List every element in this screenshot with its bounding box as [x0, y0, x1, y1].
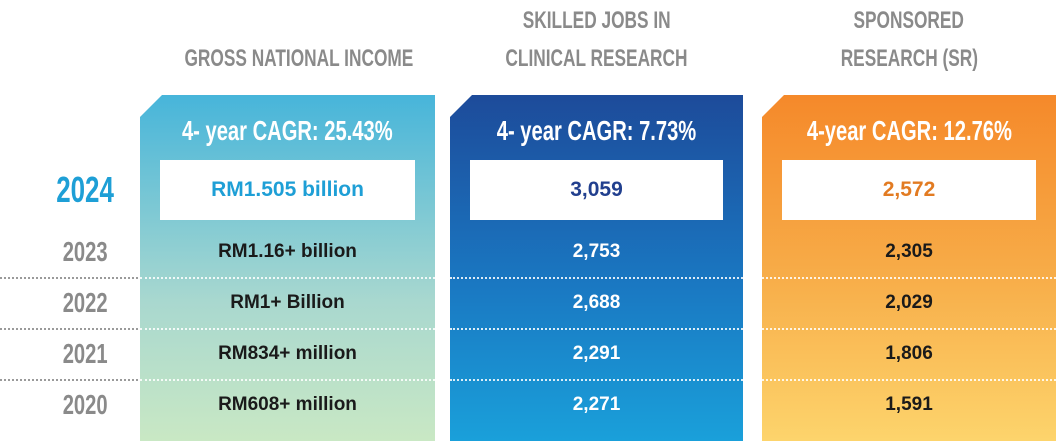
column-panel: 4-year CAGR: 12.76% 2,572 2,305 2,029 1,806 1…	[762, 95, 1056, 441]
value: 2,291	[572, 343, 621, 364]
value: RM1.16+ billion	[218, 241, 357, 262]
value: 2,753	[572, 241, 621, 262]
column-panel: 4- year CAGR: 7.73% 3,059 2,753 2,688 2,291 2…	[450, 95, 743, 441]
column-header-text: RESEARCH (SR)	[840, 45, 978, 72]
cagr-text: 4- year CAGR: 7.73%	[496, 115, 697, 146]
column-header-text: GROSS NATIONAL INCOME	[184, 45, 414, 72]
highlight-value: 3,059	[470, 160, 723, 220]
row-separator	[762, 328, 1056, 330]
column-header: SKILLED JOBS IN	[450, 2, 743, 40]
column-header: SPONSORED	[762, 2, 1056, 40]
cagr: 4- year CAGR: 25.43%	[140, 111, 435, 151]
row-separator	[450, 379, 743, 381]
row-separator	[140, 277, 435, 279]
value: 1,591	[885, 394, 933, 415]
row-separator	[450, 328, 743, 330]
row-separator	[450, 277, 743, 279]
value: 2,688	[572, 292, 621, 313]
year-label: 2021	[30, 334, 140, 374]
year-text: 2023	[62, 236, 108, 267]
column-header-text: SPONSORED	[853, 7, 965, 34]
row-separator	[762, 379, 1056, 381]
year-text: 2024	[56, 169, 114, 210]
year-label: 2022	[30, 283, 140, 323]
column-header: GROSS NATIONAL INCOME	[140, 40, 435, 78]
cagr: 4- year CAGR: 7.73%	[450, 111, 743, 151]
cagr: 4-year CAGR: 12.76%	[762, 111, 1056, 151]
cagr-text: 4-year CAGR: 12.76%	[806, 115, 1012, 146]
column-header: RESEARCH (SR)	[762, 40, 1056, 78]
row-separator	[0, 277, 138, 279]
highlight-value: RM1.505 billion	[160, 160, 415, 220]
value: RM834+ million	[218, 343, 357, 364]
value: 2,305	[885, 241, 933, 262]
column-header: CLINICAL RESEARCH	[450, 40, 743, 78]
cagr-text: 4- year CAGR: 25.43%	[182, 115, 393, 146]
value: 2,029	[885, 292, 933, 313]
highlight-value: 2,572	[782, 160, 1036, 220]
year-label: 2020	[30, 385, 140, 425]
column-header-text: CLINICAL RESEARCH	[505, 45, 688, 72]
column-header-text: SKILLED JOBS IN	[522, 7, 671, 34]
row-separator	[140, 379, 435, 381]
year-label: 2023	[30, 232, 140, 272]
row-separator	[140, 328, 435, 330]
year-text: 2021	[62, 338, 108, 369]
year-label: 2024	[30, 170, 140, 213]
column-panel: 4- year CAGR: 25.43% RM1.505 billion RM1.1…	[140, 95, 435, 441]
year-text: 2020	[62, 389, 108, 420]
value: RM608+ million	[218, 394, 357, 415]
value: 2,271	[572, 394, 621, 415]
row-separator	[0, 328, 138, 330]
value: 1,806	[885, 343, 933, 364]
year-text: 2022	[62, 287, 108, 318]
row-separator	[762, 277, 1056, 279]
value: RM1+ Billion	[230, 292, 345, 313]
row-separator	[0, 379, 138, 381]
